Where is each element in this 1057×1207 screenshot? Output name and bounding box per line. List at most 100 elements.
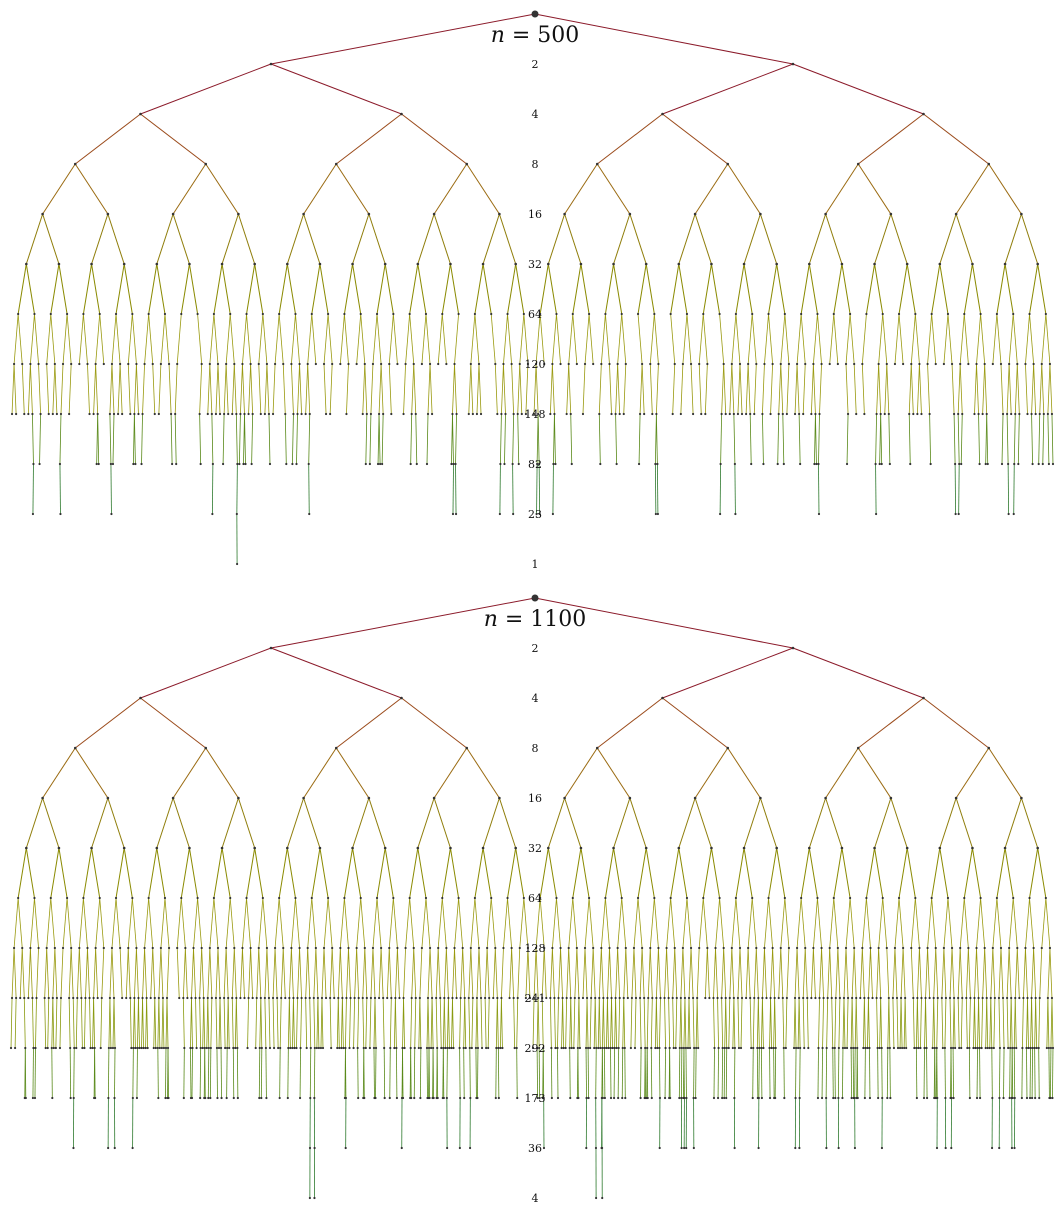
tree-edge [329,363,333,415]
tree-edge [874,797,892,849]
tree-edge [759,213,778,265]
tree-node [271,996,275,1000]
tree-node [451,412,454,416]
tree-node [599,1046,602,1050]
tree-edge [190,1047,192,1099]
tree-edge [1031,997,1033,1049]
tree-edge [403,947,406,999]
tree-edge [1003,1047,1005,1099]
tree-edge [512,413,515,465]
tree-node [896,1046,900,1050]
tree-edge [621,1047,624,1099]
tree-node [581,412,585,416]
tree-edge [601,1047,604,1099]
tree-edge [877,1047,879,1099]
tree-node [1002,1046,1006,1050]
tree-node [159,946,162,950]
tree-edge [551,897,557,949]
tree-node [49,896,52,900]
tree-node [1030,1096,1034,1100]
tree-edge [963,263,973,315]
tree-edge [443,997,446,1049]
tree-edge [455,463,457,515]
tree-edge [13,313,19,365]
tree-edge [1042,413,1045,465]
tree-node [893,946,897,950]
tree-node [742,262,746,266]
tree-node [814,996,817,1000]
tree-edge [674,947,678,999]
tree-edge [874,263,884,315]
tree-node [300,996,303,1000]
tree-node [919,1046,922,1050]
tree-node [190,1096,194,1100]
tree-node [237,796,240,800]
tree-edge [857,113,924,165]
level-count-label: 128 [525,942,546,955]
tree-node [223,412,226,416]
tree-edge [534,13,794,65]
tree-edge [180,847,190,899]
tree-edge [109,363,113,415]
tree-edge [372,897,378,949]
tree-edge [898,847,908,899]
tree-edge [410,1047,412,1099]
tree-node [267,996,271,1000]
tree-node [267,412,271,416]
tree-edge [780,363,784,415]
tree-edge [299,1047,301,1099]
tree-edge [389,997,392,1049]
tree-edge [168,363,172,415]
tree-node [211,512,214,516]
tree-node [498,512,501,516]
tree-edge [160,947,164,999]
tree-edge [107,797,125,849]
tree-edge [547,263,557,315]
tree-node [465,746,469,750]
tree-edge [678,213,696,265]
tree-edge [50,897,56,949]
tree-edge [452,997,454,1049]
tree-node [409,1046,412,1050]
tree-node [672,1046,675,1050]
tree-edge [832,1047,834,1099]
tree-node [477,946,481,950]
tree-edge [1025,363,1028,415]
tree-node [432,212,436,216]
tree-node [893,362,897,366]
tree-node [742,846,746,850]
tree-node [526,362,530,366]
tree-edge [392,897,398,949]
tree-node [232,1096,235,1100]
tree-edge [659,1047,661,1099]
tree-node [910,946,913,950]
tree-node [450,462,453,466]
tree-node [37,362,40,366]
tree-edge [476,363,480,415]
tree-node [109,462,113,466]
tree-node [368,1046,371,1050]
tree-node [747,946,750,950]
tree-node [828,946,831,950]
tree-edge [992,313,998,365]
tree-edge [242,897,247,949]
tree-edge [1047,947,1051,999]
tree-node [719,462,722,466]
tree-node [203,1046,206,1050]
tree-node [1044,896,1047,900]
tree-edge [720,413,723,465]
tree-node [960,462,963,466]
tree-edge [982,947,986,999]
tree-node [515,1046,518,1050]
tree-edge [148,263,158,315]
tree-node [1028,312,1031,316]
tree-node [880,1146,884,1150]
tree-node [410,412,413,416]
tree-node [576,1046,579,1050]
tree-edge [729,947,733,999]
tree-edge [32,463,34,515]
tree-node [991,1096,994,1100]
tree-edge [1021,1047,1023,1099]
tree-edge [251,413,254,465]
